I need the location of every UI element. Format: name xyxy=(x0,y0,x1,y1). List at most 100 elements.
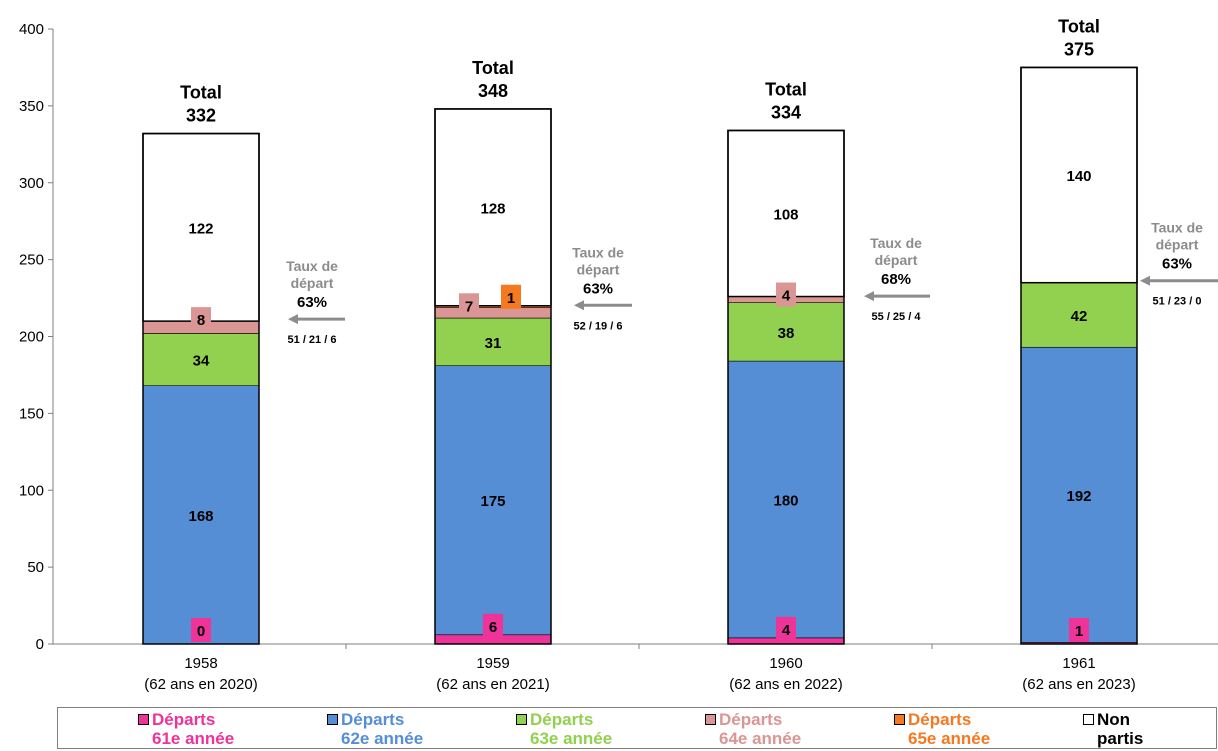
y-tick-label: 300 xyxy=(19,175,44,192)
departure-rate-percent: 63% xyxy=(583,280,613,297)
bar-outline xyxy=(434,108,552,645)
departure-rate-line1: Taux de xyxy=(870,235,922,251)
legend-label-65-line1: Départs xyxy=(908,710,972,729)
segment-label-d61: 1 xyxy=(1075,623,1083,640)
bar-outline xyxy=(142,132,260,645)
departure-rate-arrow-head xyxy=(864,291,874,302)
segment-label-d64: 7 xyxy=(465,298,473,315)
departure-rate-arrow-head xyxy=(288,314,298,325)
segment-label-non: 140 xyxy=(1066,168,1091,185)
segment-label-d64: 8 xyxy=(197,312,205,329)
bar-segment-d62 xyxy=(727,360,845,639)
legend-item-61: Départs 61e année xyxy=(138,710,234,748)
total-label: Total xyxy=(765,79,807,99)
legend-label-64-line2: 64e année xyxy=(719,729,802,748)
x-category-label-line2: (62 ans en 2022) xyxy=(729,676,842,693)
segment-label-d64: 4 xyxy=(782,288,791,305)
departure-rate-line2: départ xyxy=(875,252,918,268)
legend-label-65-line2: 65e année xyxy=(908,729,991,748)
bar-segment-d64 xyxy=(434,306,552,319)
segment-label-d62: 168 xyxy=(188,508,213,525)
total-value: 334 xyxy=(771,102,801,122)
segment-badge-d61 xyxy=(1069,618,1089,642)
y-tick-label: 400 xyxy=(19,21,44,38)
y-tick-label: 50 xyxy=(27,559,44,576)
legend-swatch-61 xyxy=(138,714,149,725)
x-category-label-line2: (62 ans en 2023) xyxy=(1022,676,1135,693)
segment-label-d65: 1 xyxy=(507,290,515,307)
segment-badge-d61 xyxy=(776,616,796,641)
segment-label-d63: 34 xyxy=(193,353,210,370)
segment-label-d61: 6 xyxy=(489,619,497,636)
segment-badge-d64 xyxy=(459,293,479,318)
departure-rate-line1: Taux de xyxy=(572,244,624,260)
stacked-bar-chart: 0 50 100 150 200 250 300 350 400 1958 (62 ans en … xyxy=(19,16,1218,693)
departure-rate-breakdown: 51 / 21 / 6 xyxy=(288,334,337,346)
bar-outline xyxy=(727,129,845,645)
y-tick-label: 200 xyxy=(19,329,44,346)
total-value: 348 xyxy=(478,81,508,101)
departure-rate-percent: 63% xyxy=(297,294,327,311)
departure-rate-line2: départ xyxy=(291,275,334,291)
segment-label-d63: 42 xyxy=(1071,308,1088,325)
segment-label-d61: 0 xyxy=(197,623,205,640)
departure-rate-line1: Taux de xyxy=(1151,220,1203,236)
bar-outline xyxy=(1020,66,1138,645)
bar-segment-d63 xyxy=(434,317,552,367)
segment-label-d61: 4 xyxy=(782,622,791,639)
legend-label-61-line1: Départs xyxy=(152,710,216,729)
x-category-label-line2: (62 ans en 2020) xyxy=(144,676,257,693)
legend-label-non-partis-line2: partis xyxy=(1097,729,1144,748)
bars xyxy=(142,66,1138,645)
segment-label-non: 128 xyxy=(480,200,505,217)
y-tick-label: 0 xyxy=(36,636,44,653)
bar-segment-non xyxy=(142,132,260,322)
legend-label-63-line2: 63e année xyxy=(530,729,613,748)
bar-segment-d63 xyxy=(1020,282,1138,348)
departure-rate-line2: départ xyxy=(1156,237,1199,253)
departure-rate-breakdown: 55 / 25 / 4 xyxy=(872,311,922,323)
segment-badge-d61 xyxy=(483,613,503,638)
total-value: 375 xyxy=(1064,39,1094,59)
segment-badge-d64 xyxy=(776,282,796,307)
legend-label-64-line1: Départs xyxy=(719,710,783,729)
bar-segment-d63 xyxy=(727,302,845,362)
legend-label-63-line1: Départs xyxy=(530,710,594,729)
legend-swatch-64 xyxy=(705,714,716,725)
x-category-label-line1: 1960 xyxy=(769,655,802,672)
segment-label-d62: 192 xyxy=(1066,488,1091,505)
legend-item-64: Départs 64e année xyxy=(705,710,801,748)
legend-label-non-partis-line1: Non xyxy=(1097,710,1131,729)
segment-label-d62: 175 xyxy=(480,493,505,510)
departure-rate-arrow-head xyxy=(574,300,584,311)
legend-item-65: Départs 65e année xyxy=(894,710,990,748)
legend-label-62-line2: 62e année xyxy=(341,729,424,748)
segment-label-d63: 31 xyxy=(485,335,502,352)
labels: 1958 (62 ans en 2020) 1959 (62 ans en 2021)… xyxy=(144,16,1218,693)
segment-badge-d65 xyxy=(501,284,521,309)
departure-rate-breakdown: 52 / 19 / 6 xyxy=(574,320,623,332)
bar-segment-non xyxy=(727,129,845,298)
total-value: 332 xyxy=(186,106,216,126)
departure-rate-percent: 63% xyxy=(1162,256,1192,273)
segment-badge-d64 xyxy=(191,307,211,332)
legend: Départs 61e année Départs 62e année Dépa… xyxy=(57,707,1217,749)
bar-segment-non xyxy=(1020,66,1138,284)
departure-rate-line1: Taux de xyxy=(286,258,338,274)
segment-label-non: 122 xyxy=(188,220,213,237)
legend-item-non-partis: Non partis xyxy=(1083,710,1143,748)
x-category-label-line2: (62 ans en 2021) xyxy=(436,676,549,693)
legend-swatch-63 xyxy=(516,714,527,725)
segment-label-d62: 180 xyxy=(773,492,798,509)
y-tick-label: 100 xyxy=(19,482,44,499)
legend-item-63: Départs 63e année xyxy=(516,710,612,748)
x-category-label-line1: 1961 xyxy=(1062,655,1095,672)
departure-rate-breakdown: 51 / 23 / 0 xyxy=(1153,296,1202,308)
y-tick-label: 350 xyxy=(19,98,44,115)
segment-label-non: 108 xyxy=(773,207,798,224)
legend-label-61-line2: 61e année xyxy=(152,729,235,748)
